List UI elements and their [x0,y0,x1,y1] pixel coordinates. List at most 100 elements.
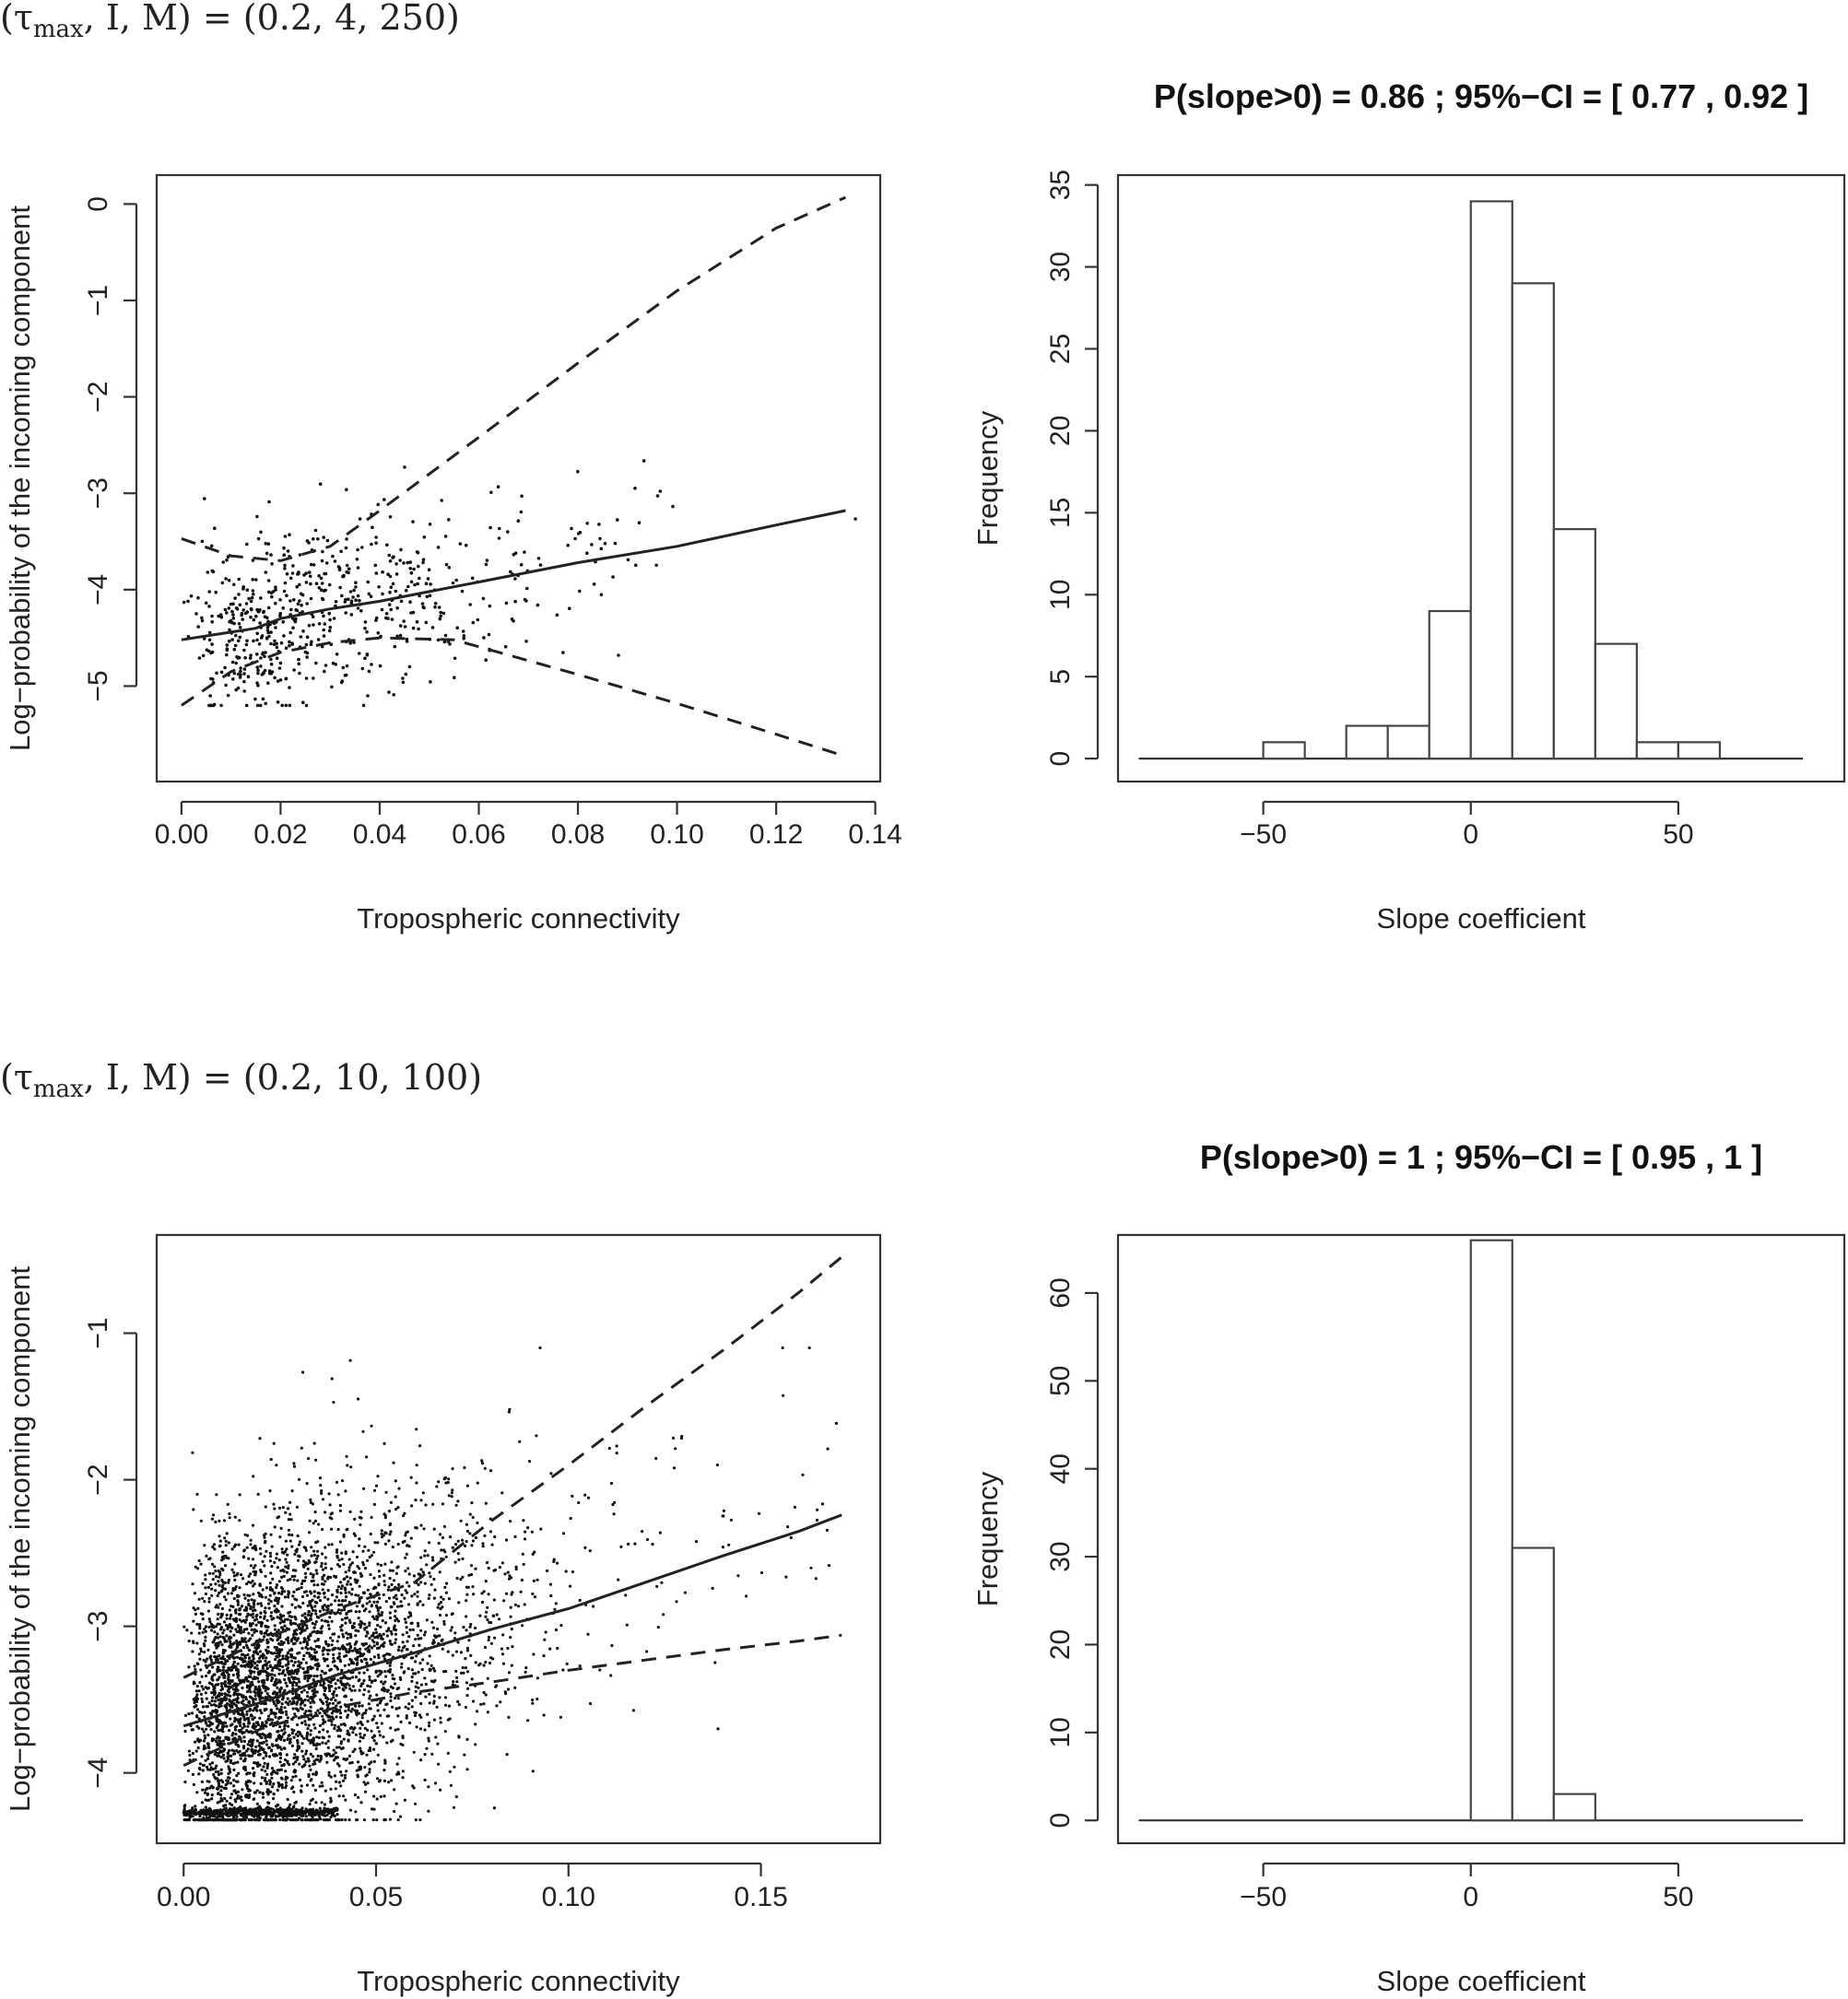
scatter-point [225,1634,229,1638]
scatter-point [256,1815,261,1818]
scatter-point [186,1769,190,1772]
scatter-point [305,1736,309,1740]
scatter-point [242,1723,246,1726]
scatter-point [336,1585,341,1589]
scatter-point [313,1560,317,1564]
scatter-point [275,656,279,660]
scatter-point [493,1636,497,1640]
scatter-point [282,553,287,557]
scatter-point [216,1743,219,1746]
scatter-point [206,1657,209,1661]
scatter-point [721,1514,724,1518]
scatter-point [195,1622,199,1626]
scatter-point [388,1667,393,1672]
scatter-point [350,1760,354,1765]
scatter-point [324,1789,327,1793]
scatter-point [312,1678,315,1682]
histogram-bar [1345,724,1389,760]
scatter-point [321,1605,324,1608]
scatter-point [484,658,488,662]
scatter-point [431,1558,435,1562]
scatter-point [203,1628,206,1631]
scatter-point [269,1673,273,1676]
scatter-point [253,1670,256,1674]
scatter-point [359,609,363,613]
scatter-point [288,1763,291,1767]
scatter-point [258,1753,262,1757]
scatter-point [437,1603,441,1606]
scatter-point [324,1752,327,1756]
scatter-point [304,1759,308,1764]
scatter-point [252,1709,255,1712]
scatter-point [275,1552,278,1556]
scatter-point [267,1660,271,1664]
scatter-point [413,582,417,587]
scatter-point [204,1573,207,1577]
scatter-point [536,1676,540,1680]
scatter-point [507,1671,512,1675]
scatter-point [326,1746,330,1749]
scatter-point [468,603,472,606]
scatter-point [482,1702,486,1706]
scatter-point [711,1586,714,1590]
scatter-point [239,1712,242,1716]
scatter-point [190,1631,194,1635]
scatter-point [262,1741,265,1745]
scatter-point [313,1726,317,1730]
scatter-point [568,606,571,610]
scatter-point [277,1655,280,1659]
scatter-point [465,1649,469,1652]
scatter-point [310,1647,313,1651]
scatter-point [283,581,288,585]
scatter-point [206,570,210,574]
scatter-point [215,671,218,676]
scatter-point [196,1746,200,1750]
scatter-point [319,1817,323,1821]
scatter-point [310,1814,313,1817]
scatter-point [419,1715,423,1719]
scatter-point [305,635,310,639]
scatter-point [520,1578,524,1582]
scatter-point [578,530,583,535]
scatter-point [190,1728,194,1732]
scatter-point [347,1818,351,1822]
scatter-point [368,1621,371,1625]
scatter-point [300,1614,304,1617]
scatter-point [382,1632,385,1636]
scatter-point [255,681,259,685]
scatter-point [293,1753,297,1757]
scatter-point [381,1619,384,1623]
scatter-point [194,1608,197,1612]
scatter-point [245,542,249,547]
scatter-point [212,1640,216,1644]
scatter-point [232,1660,236,1664]
scatter-point [347,1739,350,1743]
scatter-point [459,1519,463,1523]
scatter-point [330,1527,334,1531]
scatter-point [210,1699,214,1703]
scatter-point [265,629,270,632]
scatter-point [220,1567,224,1570]
scatter-point [186,599,190,604]
scatter-point [399,1677,403,1681]
scatter-point [307,1738,311,1742]
scatter-point [326,1652,330,1656]
scatter-point [229,1694,232,1698]
scatter-point [264,701,268,706]
scatter-point [260,1679,264,1683]
scatter-point [347,1705,350,1709]
scatter-point [250,1818,253,1822]
scatter-point [207,1780,211,1783]
scatter-point [304,581,309,584]
scatter-point [315,1571,319,1575]
scatter-point [215,1655,218,1659]
scatter-point [248,1622,252,1626]
scatter-point [291,1775,295,1779]
scatter-point [204,1586,207,1590]
scatter-point [291,1636,295,1640]
scatter-point [511,1645,514,1649]
scatter-point [346,1757,349,1761]
scatter-point [393,1682,397,1686]
scatter-point [375,1722,379,1725]
scatter-point [368,1644,371,1648]
